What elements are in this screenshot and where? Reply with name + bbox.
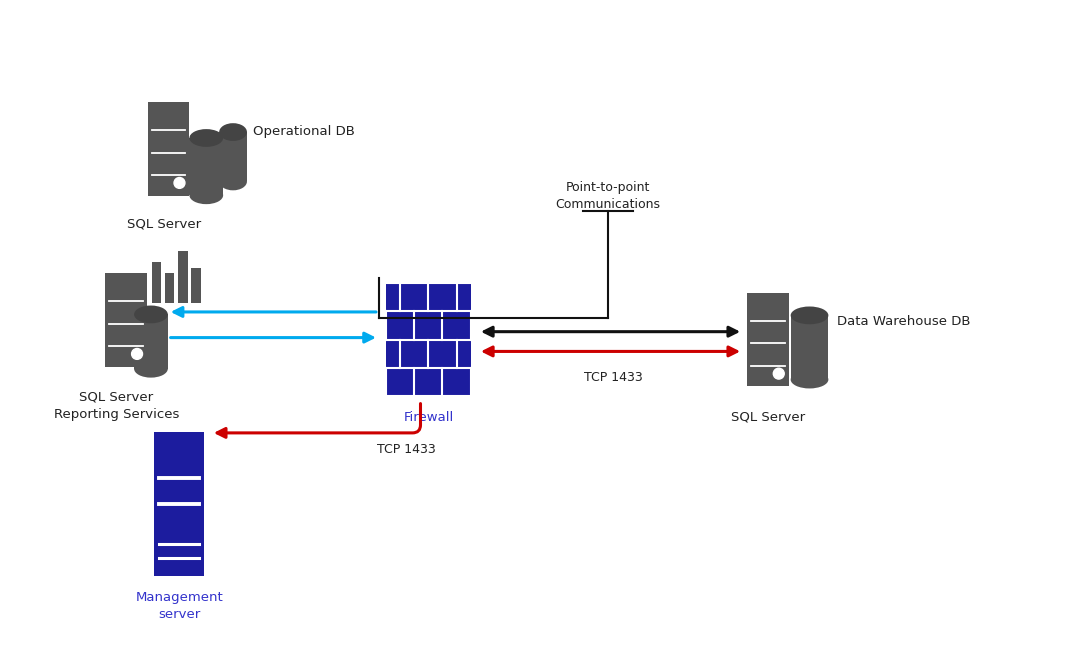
Bar (386, 283, 470, 396)
Ellipse shape (134, 306, 168, 323)
FancyBboxPatch shape (747, 292, 789, 386)
Bar (154, 432, 204, 575)
Text: SQL Server
Reporting Services: SQL Server Reporting Services (53, 391, 179, 421)
Bar (152, 262, 161, 303)
Ellipse shape (791, 371, 828, 388)
Ellipse shape (219, 172, 247, 190)
Text: TCP 1433: TCP 1433 (377, 444, 435, 456)
Text: TCP 1433: TCP 1433 (584, 371, 642, 384)
Text: Firewall: Firewall (403, 411, 453, 424)
Text: Management
server: Management server (136, 591, 223, 621)
Ellipse shape (791, 306, 828, 324)
Bar (219, 132, 247, 181)
Bar (165, 272, 174, 303)
Circle shape (773, 368, 785, 379)
Circle shape (131, 348, 142, 360)
Bar (191, 268, 201, 303)
Bar (177, 251, 187, 303)
Text: SQL Server: SQL Server (126, 218, 201, 231)
FancyBboxPatch shape (148, 102, 189, 196)
Bar (791, 316, 828, 380)
Ellipse shape (189, 186, 223, 204)
Ellipse shape (219, 123, 247, 141)
Bar (134, 314, 168, 369)
Text: Point-to-point
Communications: Point-to-point Communications (556, 181, 661, 211)
Text: SQL Server: SQL Server (731, 411, 805, 424)
Ellipse shape (189, 129, 223, 147)
Ellipse shape (134, 360, 168, 378)
Bar (189, 138, 223, 195)
FancyBboxPatch shape (106, 273, 146, 367)
Circle shape (174, 178, 185, 188)
Text: Data Warehouse DB: Data Warehouse DB (837, 315, 971, 328)
Text: Operational DB: Operational DB (253, 125, 355, 138)
